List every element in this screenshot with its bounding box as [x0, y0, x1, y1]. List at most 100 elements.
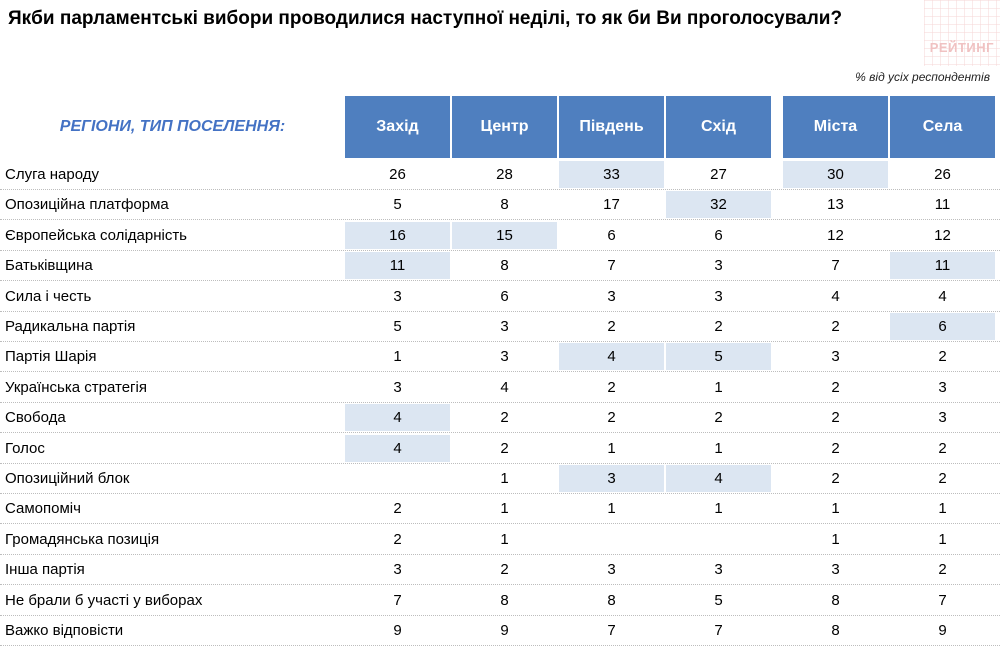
- table-row: Українська стратегія 3 4 2 1 2 3: [0, 373, 1000, 403]
- row-divider: [0, 310, 1000, 312]
- value-cell: 1: [500, 530, 509, 548]
- party-label: Опозиційна платформа: [5, 196, 169, 214]
- value-cell: 12: [934, 226, 951, 244]
- page-title: Якби парламентські вибори проводилися на…: [8, 8, 843, 29]
- value-cell: 1: [831, 530, 840, 548]
- value-cell: 4: [559, 343, 664, 371]
- value-cell: 3: [831, 348, 840, 366]
- value-cell: 3: [714, 257, 723, 275]
- value-cell: 4: [345, 404, 450, 432]
- value-cell: 1: [938, 530, 947, 548]
- value-cell: 3: [714, 287, 723, 305]
- party-label: Радикальна партія: [5, 318, 136, 335]
- value-cell: 1: [831, 500, 840, 518]
- value-cell: 3: [714, 561, 723, 579]
- value-cell: 11: [890, 252, 995, 280]
- value-cell: 1: [714, 500, 723, 518]
- value-cell: 30: [783, 161, 888, 188]
- value-cell: [345, 465, 450, 492]
- value-cell: 26: [934, 166, 951, 183]
- party-label: Слуга народу: [5, 166, 99, 183]
- value-cell: 6: [500, 287, 509, 305]
- value-cell: 2: [500, 409, 509, 427]
- value-cell: 3: [831, 561, 840, 579]
- value-cell: 8: [607, 591, 616, 609]
- logo-grid-icon: [924, 0, 1000, 66]
- value-cell: 2: [607, 409, 616, 427]
- value-cell: 2: [831, 318, 840, 335]
- row-divider: [0, 341, 1000, 342]
- value-cell: 7: [607, 622, 616, 639]
- value-cell: 7: [938, 591, 947, 609]
- table-row: Партія Шарія 1 3 4 5 3 2: [0, 342, 1000, 373]
- column-header: Захід: [345, 96, 450, 158]
- column-header: Села: [890, 96, 995, 158]
- value-cell: 8: [831, 591, 840, 609]
- table-row: Європейська солідарність 16 15 6 6 12 12: [0, 221, 1000, 251]
- value-cell: 11: [345, 252, 450, 280]
- party-label: Інша партія: [5, 561, 85, 579]
- column-header: Міста: [783, 96, 888, 158]
- value-cell: 1: [714, 439, 723, 457]
- value-cell: 1: [607, 500, 616, 518]
- table-row: Голос 4 2 1 1 2 2: [0, 434, 1000, 464]
- table-row: Слуга народу 26 28 33 27 30 26: [0, 160, 1000, 190]
- respondents-note: % від усіх респондентів: [855, 70, 990, 84]
- value-cell: [666, 526, 771, 553]
- table-row: Радикальна партія 5 3 2 2 2 6: [0, 312, 1000, 342]
- column-header: Схід: [666, 96, 771, 158]
- value-cell: 9: [500, 622, 509, 639]
- value-cell: 12: [827, 226, 844, 244]
- table-row: Не брали б участі у виборах 7 8 8 5 8 7: [0, 586, 1000, 616]
- value-cell: 3: [559, 465, 664, 492]
- row-divider: [0, 432, 1000, 434]
- row-divider: [0, 584, 1000, 586]
- party-label: Опозиційний блок: [5, 470, 130, 487]
- value-cell: 16: [345, 221, 450, 249]
- table-row: Інша партія 3 2 3 3 3 2: [0, 555, 1000, 586]
- value-cell: 9: [393, 622, 402, 639]
- table-row: Опозиційний блок 1 3 4 2 2: [0, 464, 1000, 494]
- value-cell: 3: [393, 287, 402, 305]
- value-cell: 1: [393, 348, 402, 366]
- value-cell: 2: [714, 409, 723, 427]
- row-divider: [0, 189, 1000, 190]
- value-cell: 8: [500, 591, 509, 609]
- value-cell: 8: [831, 622, 840, 639]
- party-label: Голос: [5, 439, 45, 457]
- value-cell: 4: [666, 465, 771, 492]
- value-cell: 4: [500, 378, 509, 396]
- region-label: РЕГІОНИ, ТИП ПОСЕЛЕННЯ:: [59, 118, 286, 135]
- value-cell: 3: [500, 348, 509, 366]
- value-cell: 1: [500, 500, 509, 518]
- value-cell: 6: [890, 313, 995, 340]
- party-label: Батьківщина: [5, 257, 93, 275]
- value-cell: 15: [452, 221, 557, 249]
- value-cell: 17: [603, 196, 620, 214]
- value-cell: 1: [714, 378, 723, 396]
- value-cell: 4: [345, 434, 450, 462]
- value-cell: [559, 526, 664, 553]
- row-divider: [0, 462, 1000, 464]
- party-label: Свобода: [5, 409, 66, 427]
- value-cell: 26: [389, 166, 406, 183]
- party-label: Громадянська позиція: [5, 530, 160, 548]
- value-cell: 2: [831, 470, 840, 487]
- value-cell: 2: [831, 409, 840, 427]
- value-cell: 7: [393, 591, 402, 609]
- value-cell: 32: [666, 191, 771, 219]
- row-divider: [0, 614, 1000, 616]
- value-cell: 4: [831, 287, 840, 305]
- row-divider: [0, 280, 1000, 282]
- value-cell: 2: [831, 439, 840, 457]
- value-cell: 6: [714, 226, 723, 244]
- value-cell: 3: [607, 561, 616, 579]
- table-row: Самопоміч 2 1 1 1 1 1: [0, 494, 1000, 525]
- value-cell: 3: [938, 409, 947, 427]
- row-divider: [0, 371, 1000, 373]
- party-label: Українська стратегія: [5, 378, 147, 396]
- value-cell: 2: [831, 378, 840, 396]
- value-cell: 1: [938, 500, 947, 518]
- value-cell: 3: [393, 378, 402, 396]
- party-label: Не брали б участі у виборах: [5, 591, 203, 609]
